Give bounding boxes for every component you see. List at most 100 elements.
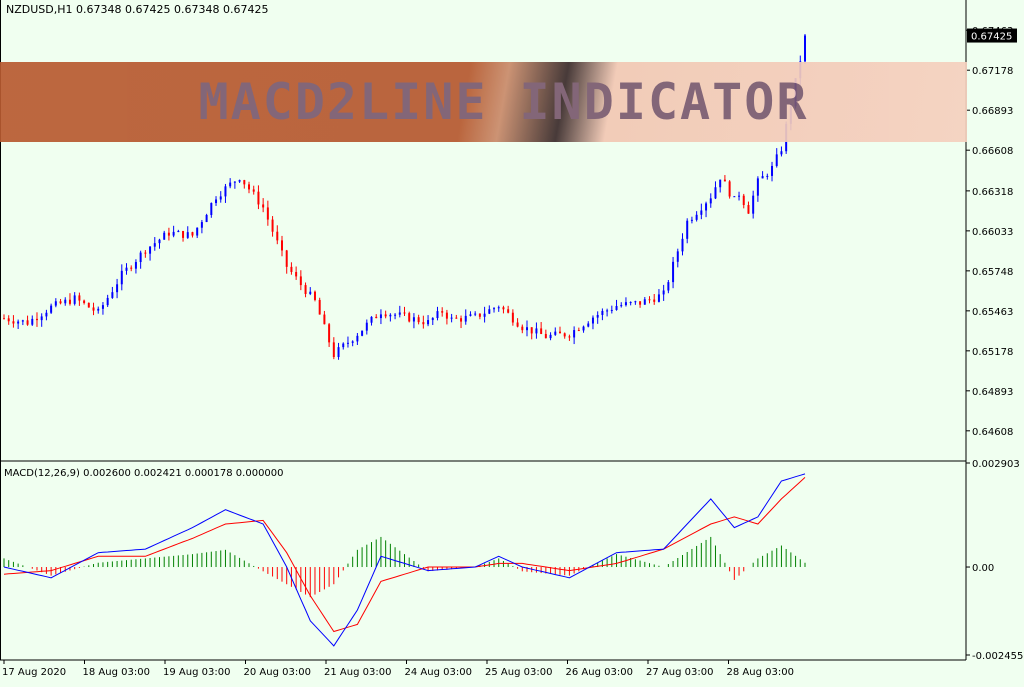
candle-body [629, 302, 632, 304]
candle-body [323, 314, 326, 325]
candle-body [210, 203, 213, 215]
candle-body [346, 342, 349, 344]
candle-body [535, 328, 538, 334]
candle-body [54, 301, 57, 306]
macd-axis-label: 0.00 [972, 563, 994, 574]
time-axis-label: 17 Aug 2020 [2, 667, 66, 678]
candle-body [606, 310, 609, 312]
candle-body [280, 240, 283, 251]
candle-body [775, 154, 778, 166]
time-axis-label: 26 Aug 03:00 [566, 667, 633, 678]
candle-body [780, 151, 783, 155]
candle-body [295, 271, 298, 277]
candle-body [436, 311, 439, 319]
candle-body [662, 290, 665, 295]
candle-body [257, 191, 260, 205]
candle-body [695, 214, 698, 220]
candle-body [667, 282, 670, 291]
candle-body [120, 270, 123, 285]
candle-body [445, 312, 448, 319]
candle-body [610, 309, 613, 311]
candle-body [238, 180, 241, 182]
candle-body [101, 305, 104, 309]
time-axis-label: 27 Aug 03:00 [646, 667, 713, 678]
macd-header: MACD(12,26,9) 0.002600 0.002421 0.000178… [4, 468, 284, 479]
signal-line [3, 477, 806, 633]
current-price-tag [967, 28, 1017, 43]
candle-body [182, 231, 185, 238]
candle-body [219, 196, 222, 200]
candle-body [507, 309, 510, 313]
candle-body [709, 198, 712, 204]
candle-body [215, 199, 218, 204]
candle-body [384, 314, 387, 317]
candle-body [624, 302, 627, 306]
candle-body [761, 176, 764, 179]
candle-body [78, 295, 81, 301]
candle-body [12, 321, 15, 324]
candle-body [40, 316, 43, 321]
price-axis-label: 0.65463 [972, 307, 1013, 318]
candle-body [563, 333, 566, 337]
candle-body [224, 186, 227, 197]
price-axis-label: 0.66318 [972, 187, 1013, 198]
candle-body [73, 295, 76, 304]
candle-body [3, 318, 5, 320]
candle-body [351, 341, 354, 343]
candle-body [657, 294, 660, 302]
candle-body [676, 251, 679, 262]
candle-body [370, 316, 373, 323]
candle-body [313, 291, 316, 300]
candle-body [653, 299, 656, 302]
candle-body [752, 195, 755, 214]
candle-body [441, 311, 444, 313]
candle-body [681, 238, 684, 252]
candle-body [111, 292, 114, 298]
candle-body [31, 318, 34, 325]
time-axis-label: 18 Aug 03:00 [83, 667, 150, 678]
candle-body [379, 314, 382, 319]
candle-body [21, 320, 24, 322]
candle-body [502, 307, 505, 310]
candle-body [191, 232, 194, 236]
candle-body [634, 301, 637, 303]
candle-body [577, 330, 580, 332]
candle-body [742, 195, 745, 206]
candle-body [530, 327, 533, 334]
candle-body [639, 301, 642, 305]
candle-body [587, 323, 590, 327]
candle-body [398, 312, 401, 315]
candle-body [64, 299, 67, 304]
candle-body [7, 318, 10, 322]
candle-body [478, 313, 481, 317]
candle-body [511, 312, 514, 323]
candle-body [149, 246, 152, 254]
candle-body [328, 324, 331, 343]
candle-body [412, 317, 415, 322]
candle-body [460, 318, 463, 322]
candle-body [526, 327, 529, 331]
candle-body [596, 314, 599, 318]
time-axis-label: 24 Aug 03:00 [405, 667, 472, 678]
candle-body [417, 317, 420, 323]
candle-body [116, 284, 119, 293]
candle-body [50, 305, 53, 313]
candle-body [271, 219, 274, 232]
candle-body [144, 252, 147, 254]
candle-body [125, 267, 128, 271]
price-axis-label: 0.65748 [972, 267, 1013, 278]
candle-body [643, 299, 646, 305]
candle-body [394, 314, 397, 316]
candle-body [375, 316, 378, 319]
candle-body [304, 285, 307, 294]
candle-body [186, 232, 189, 238]
time-axis-label: 28 Aug 03:00 [727, 667, 794, 678]
macd-lines [3, 473, 806, 647]
price-axis-label: 0.66608 [972, 146, 1013, 157]
candle-body [389, 314, 392, 317]
candle-body [177, 231, 180, 233]
candle-body [521, 326, 524, 331]
candle-body [766, 175, 769, 177]
